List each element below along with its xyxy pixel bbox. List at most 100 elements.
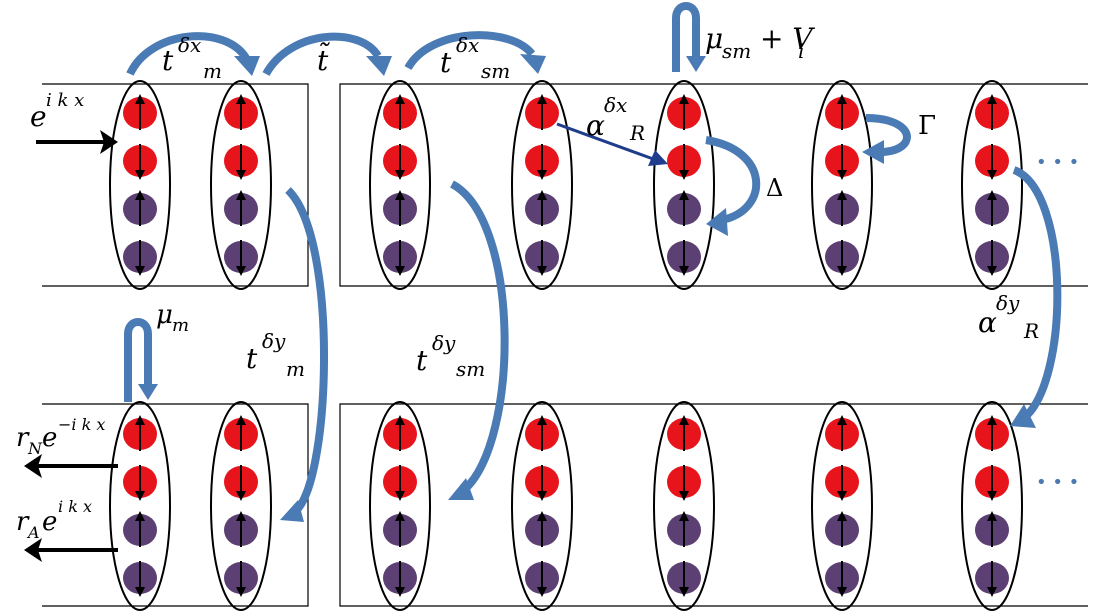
gamma-arrow-shaft — [865, 114, 911, 156]
site-ellipse — [511, 80, 573, 290]
svg-text:sm: sm — [481, 59, 510, 83]
label-mu-m: μ m — [156, 300, 189, 336]
t-dy-sm-arrow-shaft — [449, 180, 509, 493]
label-gamma: Γ — [918, 111, 936, 141]
svg-text:m: m — [172, 315, 189, 336]
label-alpha-dy-r: α δy R — [978, 291, 1039, 343]
alpha-dx-r-shaft — [556, 122, 657, 162]
svg-text:R: R — [629, 121, 645, 145]
alpha-dy-r-arrow-head — [1010, 404, 1036, 428]
andreev-reflect-head — [24, 538, 42, 562]
t-dx-sm-arrow — [404, 31, 546, 74]
site-ellipse — [811, 401, 873, 611]
t-dy-m-arrow — [280, 187, 328, 522]
t-dy-sm-arrow-head — [448, 478, 474, 500]
t-tilde-arrow-head — [366, 56, 392, 76]
site-ellipse — [811, 80, 873, 290]
delta-arrow-shaft — [705, 136, 761, 224]
lattice-site — [109, 80, 171, 290]
mu-sm-loop — [672, 2, 706, 72]
svg-text:sm: sm — [456, 357, 485, 381]
site-ellipse — [109, 80, 171, 290]
lattice-site — [811, 401, 873, 611]
label-delta: Δ — [766, 174, 783, 202]
svg-text:N: N — [27, 439, 43, 458]
lattice-sites — [109, 80, 1023, 611]
svg-text:e: e — [42, 423, 57, 453]
lattice-site — [811, 80, 873, 290]
semiconductor-region-top — [339, 83, 1088, 287]
svg-text:μ: μ — [156, 300, 173, 330]
svg-text:δy: δy — [432, 331, 456, 355]
lead-arrows — [24, 130, 118, 562]
svg-text:R: R — [1023, 319, 1039, 343]
t-tilde-arrow-shaft — [262, 32, 382, 77]
svg-text:t̃: t̃ — [317, 42, 331, 77]
site-ellipse — [511, 401, 573, 611]
delta-arrow — [705, 136, 761, 236]
lattice-site — [369, 401, 431, 611]
lattice-site — [961, 80, 1023, 290]
alpha-dx-r-arrow — [556, 122, 668, 166]
ellipsis-top: • • • — [1036, 152, 1079, 173]
alpha-dx-r-head — [648, 150, 668, 166]
svg-text:i: i — [798, 39, 804, 63]
semiconductor-region-bottom — [339, 403, 1088, 607]
t-dy-m-arrow-head — [280, 500, 304, 522]
svg-text:t: t — [416, 344, 428, 377]
site-ellipse — [653, 401, 715, 611]
site-ellipse — [653, 80, 715, 290]
alpha-dy-r-arrow — [1010, 166, 1062, 428]
t-dx-sm-arrow-shaft — [404, 31, 536, 71]
label-t-dy-m: t δy m — [246, 329, 305, 381]
mu-m-loop-head — [138, 384, 158, 400]
lattice-site — [109, 401, 171, 611]
label-mu-sm-plus-vi: μ sm + V i — [705, 22, 815, 63]
region-boxes — [42, 83, 1088, 607]
site-ellipse — [961, 80, 1023, 290]
site-ellipse — [210, 401, 272, 611]
svg-text:δy: δy — [996, 291, 1020, 315]
svg-text:δx: δx — [456, 33, 479, 57]
mu-m-loop-shaft — [124, 318, 152, 402]
svg-text:α: α — [978, 306, 997, 339]
svg-text:m: m — [203, 59, 222, 83]
svg-text:t: t — [162, 44, 174, 77]
metal-region-top — [42, 83, 309, 287]
label-t-dx-m: t δx m — [162, 33, 222, 83]
svg-text:t: t — [246, 342, 258, 375]
t-dy-sm-arrow — [448, 180, 509, 500]
svg-text:t: t — [440, 46, 452, 79]
ellipsis-bottom: • • • — [1036, 472, 1079, 493]
t-tilde-arrow — [262, 32, 392, 77]
site-ellipse — [109, 401, 171, 611]
alpha-dy-r-arrow-shaft — [1012, 166, 1062, 422]
hopping-arrows — [24, 2, 1062, 562]
delta-arrow-head — [706, 208, 728, 236]
svg-text:A: A — [26, 523, 40, 542]
lattice-site — [653, 80, 715, 290]
gamma-arrow — [862, 114, 911, 164]
metal-region-bottom — [42, 403, 309, 607]
lattice-site — [653, 401, 715, 611]
label-ra-reflection: r A e i k x — [16, 497, 92, 542]
svg-text:sm: sm — [722, 39, 751, 63]
lattice-site — [511, 80, 573, 290]
incident-head — [100, 130, 118, 154]
svg-text:−i k x: −i k x — [58, 415, 105, 434]
svg-text:r: r — [16, 423, 30, 453]
svg-text:e: e — [42, 507, 57, 537]
svg-text:m: m — [286, 357, 305, 381]
label-alpha-dx-r: α δx R — [586, 93, 645, 145]
label-t-tilde: t̃ — [317, 42, 331, 77]
svg-text:e: e — [30, 100, 47, 133]
svg-text:r: r — [16, 507, 30, 537]
mu-sm-loop-shaft — [672, 2, 700, 72]
gamma-arrow-head — [862, 140, 884, 164]
lattice-site — [210, 80, 272, 290]
svg-text:i k x: i k x — [46, 90, 84, 111]
t-dy-m-arrow-shaft — [285, 187, 328, 516]
label-e-ikx: e i k x — [30, 90, 84, 133]
t-dx-m-arrow-head — [234, 56, 260, 76]
